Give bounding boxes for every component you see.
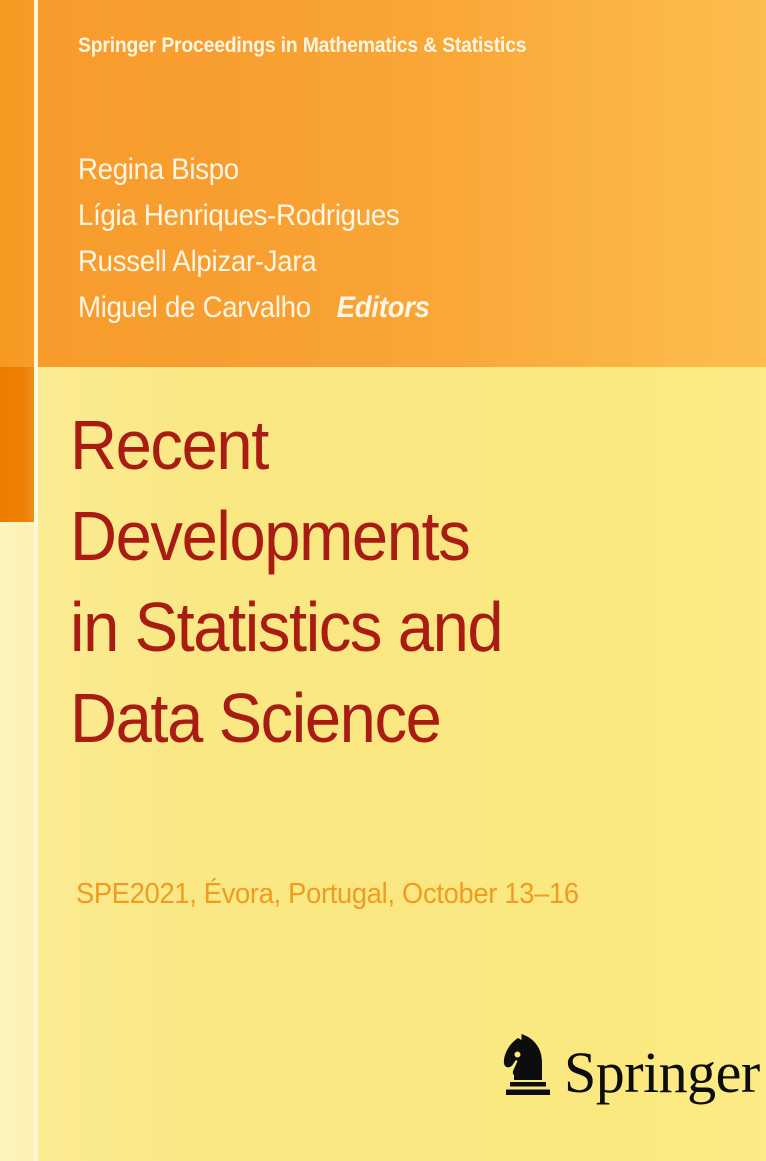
editor-name-row: Miguel de Carvalho Editors [78,285,648,331]
page-title: Recent Developments in Statistics and Da… [70,400,730,764]
title-line: Data Science [70,679,442,757]
editors-block: Regina Bispo Lígia Henriques-Rodrigues R… [78,147,698,331]
publisher-logo: Springer [498,1032,760,1102]
title-line: Recent [70,406,269,484]
title-line: in Statistics and [70,588,504,666]
cover-header-band-left [0,0,34,367]
editor-name: Russell Alpizar-Jara [78,245,317,278]
cover-header-band [38,0,766,367]
editor-name: Miguel de Carvalho [78,291,311,324]
subtitle: SPE2021, Évora, Portugal, October 13–16 [76,878,579,910]
editor-name: Lígia Henriques-Rodrigues [78,199,400,232]
publisher-name: Springer [564,1040,760,1105]
cover-accent-block [0,367,34,522]
cover-gutter-line [34,0,38,1161]
editor-name: Regina Bispo [78,153,239,186]
series-title: Springer Proceedings in Mathematics & St… [78,33,527,57]
editors-role-label: Editors [336,291,430,324]
title-line: Developments [70,497,471,575]
springer-knight-icon [503,1034,550,1095]
